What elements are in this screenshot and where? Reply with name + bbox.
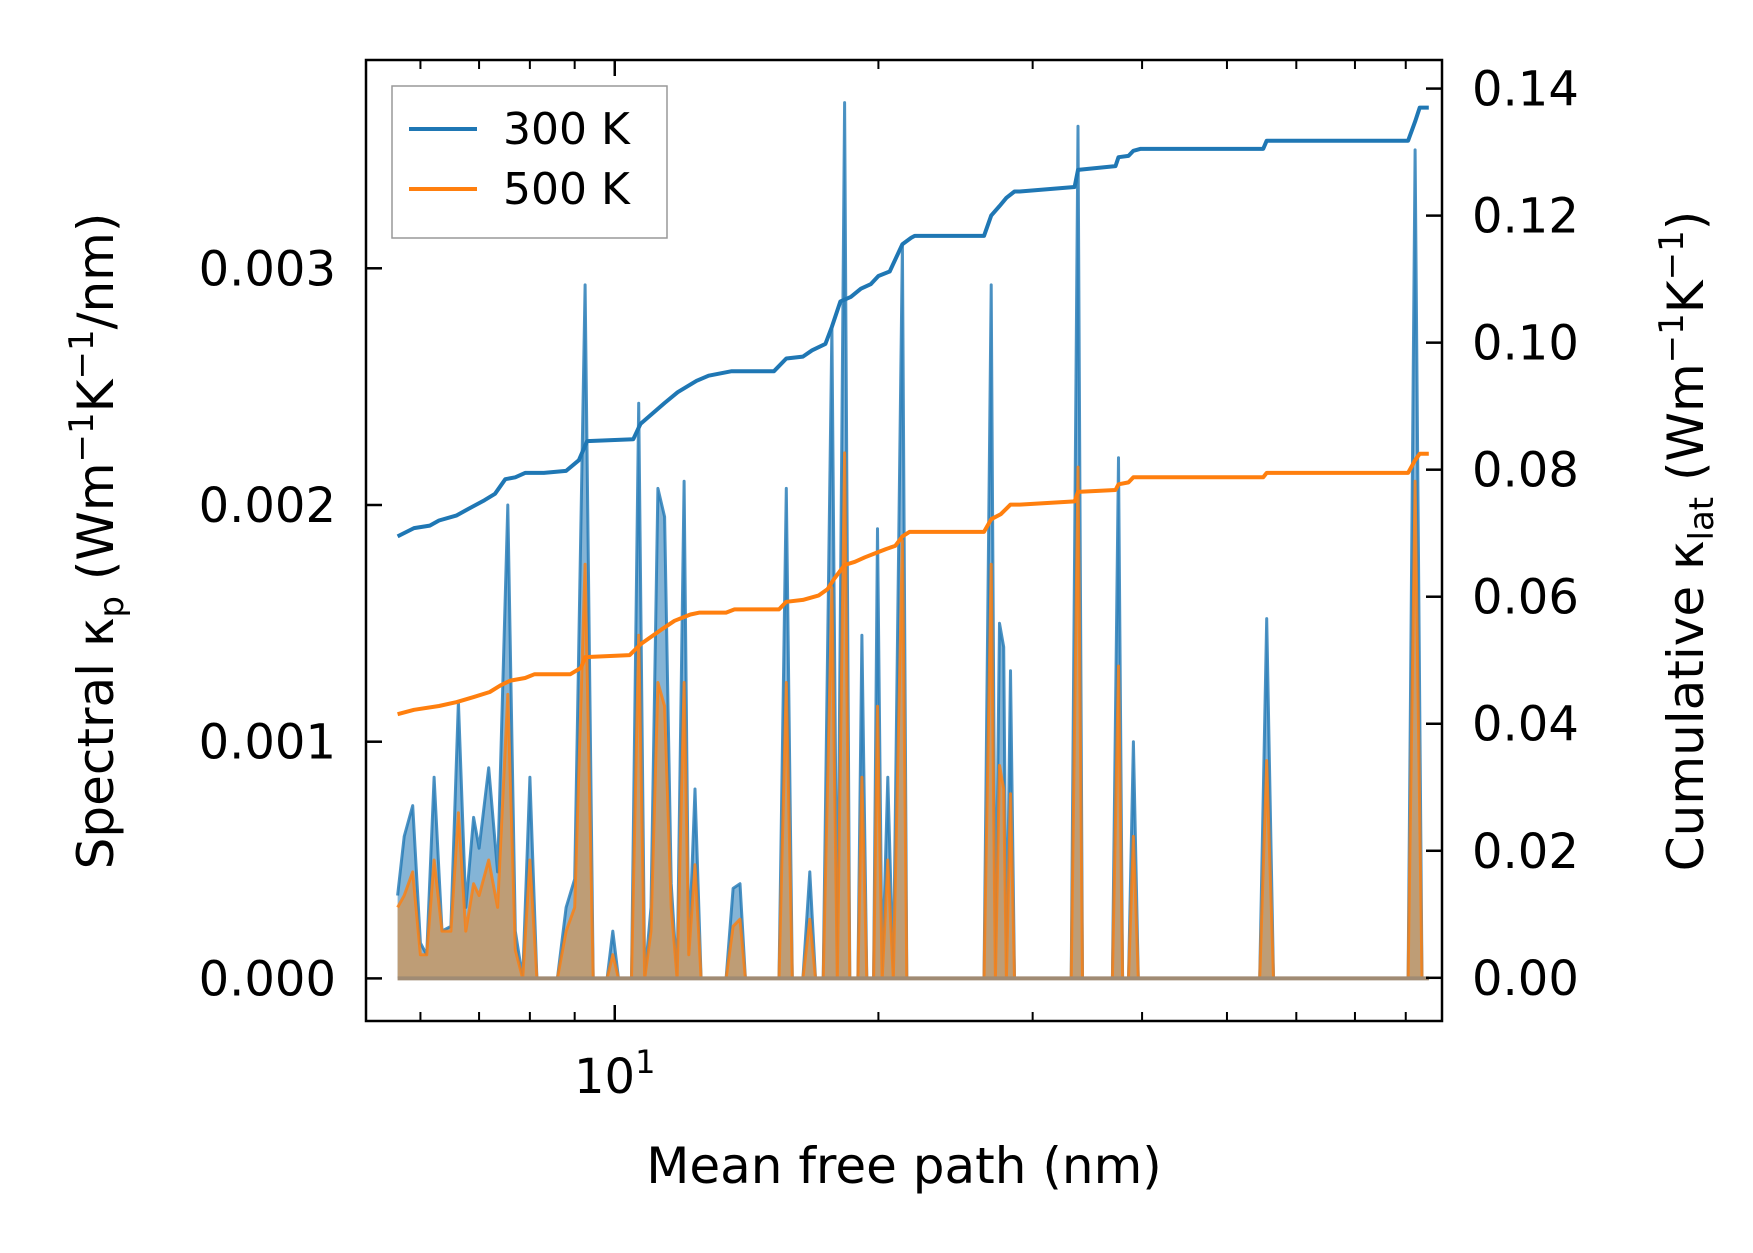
axis-ticks: 0.000 0.001 0.002 0.003 0.00 0.02 0.04 0.06 0.08… [199,60,1579,1105]
right-y-tick-label: 0.08 [1472,443,1579,499]
x-tick-label: 101 [574,1043,655,1105]
right-y-tick-label: 0.02 [1472,824,1579,880]
cumulative-line-300k [396,105,1429,539]
left-y-tick-label: 0.000 [199,951,336,1007]
left-y-axis-label: Spectral κp (Wm−1K−1/nm) [62,213,132,870]
right-y-tick-label: 0.10 [1472,316,1579,372]
left-y-tick-label: 0.002 [199,478,336,534]
spectral-line-500k [396,451,1429,980]
right-y-tick-label: 0.04 [1472,697,1579,753]
legend: 300 K 500 K [391,85,668,239]
legend-label-300k: 300 K [503,104,631,155]
legend-box [391,85,668,239]
left-y-tick-label: 0.003 [199,241,336,297]
x-axis-label: Mean free path (nm) [646,1137,1162,1195]
right-y-tick-label: 0.14 [1472,62,1579,118]
right-y-axis-label: Cumulative κlat (Wm−1K−1) [1652,211,1722,871]
right-y-tick-label: 0.12 [1472,189,1579,245]
left-y-tick-label: 0.001 [199,715,336,771]
right-y-tick-label: 0.00 [1472,951,1579,1007]
plot-area [396,101,1429,981]
spectral-area-500k [397,452,1429,979]
legend-label-500k: 500 K [503,164,631,215]
cumulative-line-500k [397,451,1429,717]
right-y-tick-label: 0.06 [1472,570,1579,626]
axes-frame [364,58,1444,1023]
